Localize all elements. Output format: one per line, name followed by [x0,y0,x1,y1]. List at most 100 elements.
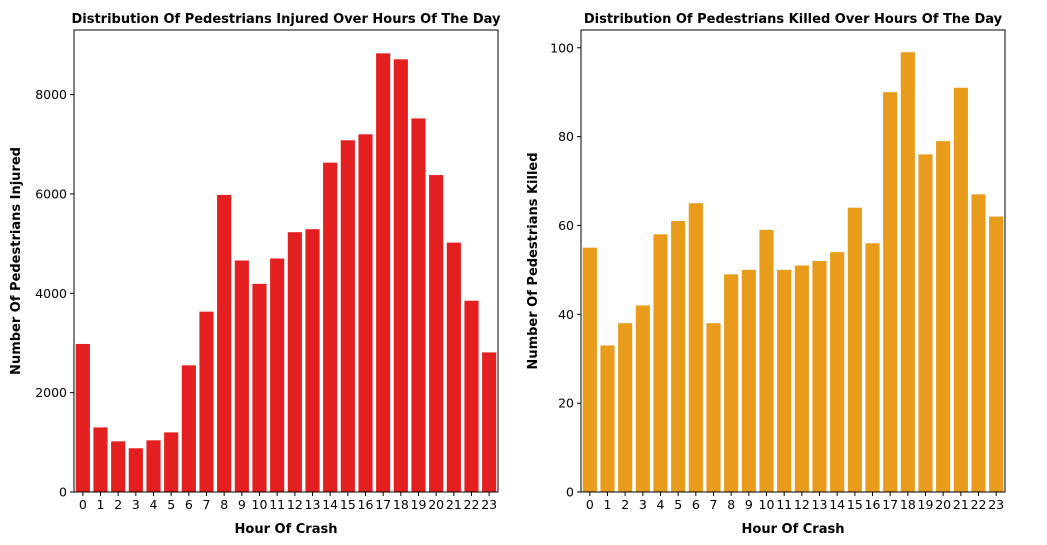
bar-hour-22 [971,194,986,492]
bar-hour-11 [270,258,285,492]
x-tick-label: 17 [882,497,898,512]
bar-hour-23 [989,216,1004,492]
x-tick-label: 10 [759,497,775,512]
chart-title: Distribution Of Pedestrians Injured Over… [71,12,501,27]
x-tick-label: 15 [847,497,863,512]
x-tick-label: 18 [900,497,916,512]
bar-hour-17 [376,53,391,492]
x-tick-label: 21 [446,497,462,512]
y-tick-label: 8000 [35,87,67,102]
bar-hour-20 [429,175,444,492]
x-tick-label: 23 [988,497,1004,512]
chart-injured: Distribution Of Pedestrians Injured Over… [9,12,501,537]
y-tick-label: 80 [558,129,574,144]
y-axis-label: Number Of Pedestrians Injured [9,147,24,375]
x-tick-label: 9 [238,497,246,512]
x-tick-label: 2 [114,497,122,512]
x-tick-label: 3 [639,497,647,512]
x-tick-label: 12 [287,497,303,512]
y-tick-label: 4000 [35,286,67,301]
bar-hour-19 [411,118,426,493]
y-tick-label: 60 [558,218,574,233]
bar-hour-20 [936,141,951,492]
axes-frame [580,29,1006,493]
x-tick-label: 13 [305,497,321,512]
x-tick-label: 15 [340,497,356,512]
x-tick-label: 19 [411,497,427,512]
x-tick-label: 8 [727,497,735,512]
x-tick-label: 20 [935,497,951,512]
bar-hour-10 [252,283,267,492]
bar-hour-23 [482,352,497,492]
y-axis-label: Number Of Pedestrians Killed [526,152,541,369]
y-tick-label: 100 [550,40,574,55]
bar-hour-21 [446,242,461,492]
x-tick-label: 12 [794,497,810,512]
x-tick-label: 8 [220,497,228,512]
y-tick-label: 2000 [35,385,67,400]
axes-frame [73,29,499,493]
bar-hour-12 [287,232,302,492]
bar-hour-21 [953,87,968,492]
x-tick-label: 13 [812,497,828,512]
bar-hour-8 [217,194,232,492]
x-tick-label: 21 [953,497,969,512]
x-tick-label: 1 [604,497,612,512]
bars-group [582,52,1004,493]
y-ticks: 0 2000 4000 6000 8000 [35,87,74,500]
x-tick-label: 4 [657,497,665,512]
y-tick-label: 0 [59,485,67,500]
y-ticks: 0 20 40 60 80 100 [550,40,581,500]
bar-hour-6 [181,365,196,492]
x-tick-label: 7 [710,497,718,512]
bar-hour-9 [741,269,756,492]
bar-hour-19 [918,154,933,492]
x-tick-label: 14 [322,497,338,512]
bar-hour-16 [865,243,880,492]
x-tick-label: 2 [621,497,629,512]
bar-hour-15 [340,140,355,492]
bar-hour-15 [847,207,862,492]
bar-hour-14 [323,162,338,492]
x-tick-label: 14 [829,497,845,512]
bar-hour-1 [93,427,108,492]
x-tick-label: 22 [971,497,987,512]
x-tick-label: 16 [358,497,374,512]
x-tick-label: 17 [375,497,391,512]
x-tick-label: 1 [97,497,105,512]
bar-hour-0 [582,247,597,492]
bar-hour-0 [75,343,90,492]
x-tick-label: 4 [150,497,158,512]
bar-hour-18 [393,59,408,493]
bar-hour-9 [234,260,249,492]
y-tick-label: 0 [566,485,574,500]
x-tick-label: 18 [393,497,409,512]
bars-group [75,53,497,493]
bar-hour-3 [128,448,143,492]
x-tick-label: 0 [586,497,594,512]
bar-hour-7 [199,311,214,492]
x-axis-label: Hour Of Crash [742,522,845,537]
y-tick-label: 6000 [35,186,67,201]
bar-hour-5 [671,221,686,492]
bar-hour-14 [830,252,845,492]
bar-hour-4 [653,234,668,492]
bar-hour-7 [706,323,721,492]
bar-hour-10 [759,229,774,492]
bar-hour-1 [600,345,615,492]
bar-hour-13 [305,229,320,492]
y-tick-label: 40 [558,307,574,322]
x-tick-label: 3 [132,497,140,512]
bar-hour-18 [900,52,915,493]
x-tick-label: 5 [167,497,175,512]
x-tick-label: 6 [692,497,700,512]
x-tick-label: 9 [745,497,753,512]
x-tick-label: 22 [464,497,480,512]
bar-hour-4 [146,440,161,492]
bar-hour-22 [464,300,479,492]
x-axis-label: Hour Of Crash [235,522,338,537]
x-tick-label: 0 [79,497,87,512]
bar-hour-6 [688,203,703,492]
bar-hour-16 [358,134,373,492]
chart-killed: Distribution Of Pedestrians Killed Over … [526,12,1006,537]
